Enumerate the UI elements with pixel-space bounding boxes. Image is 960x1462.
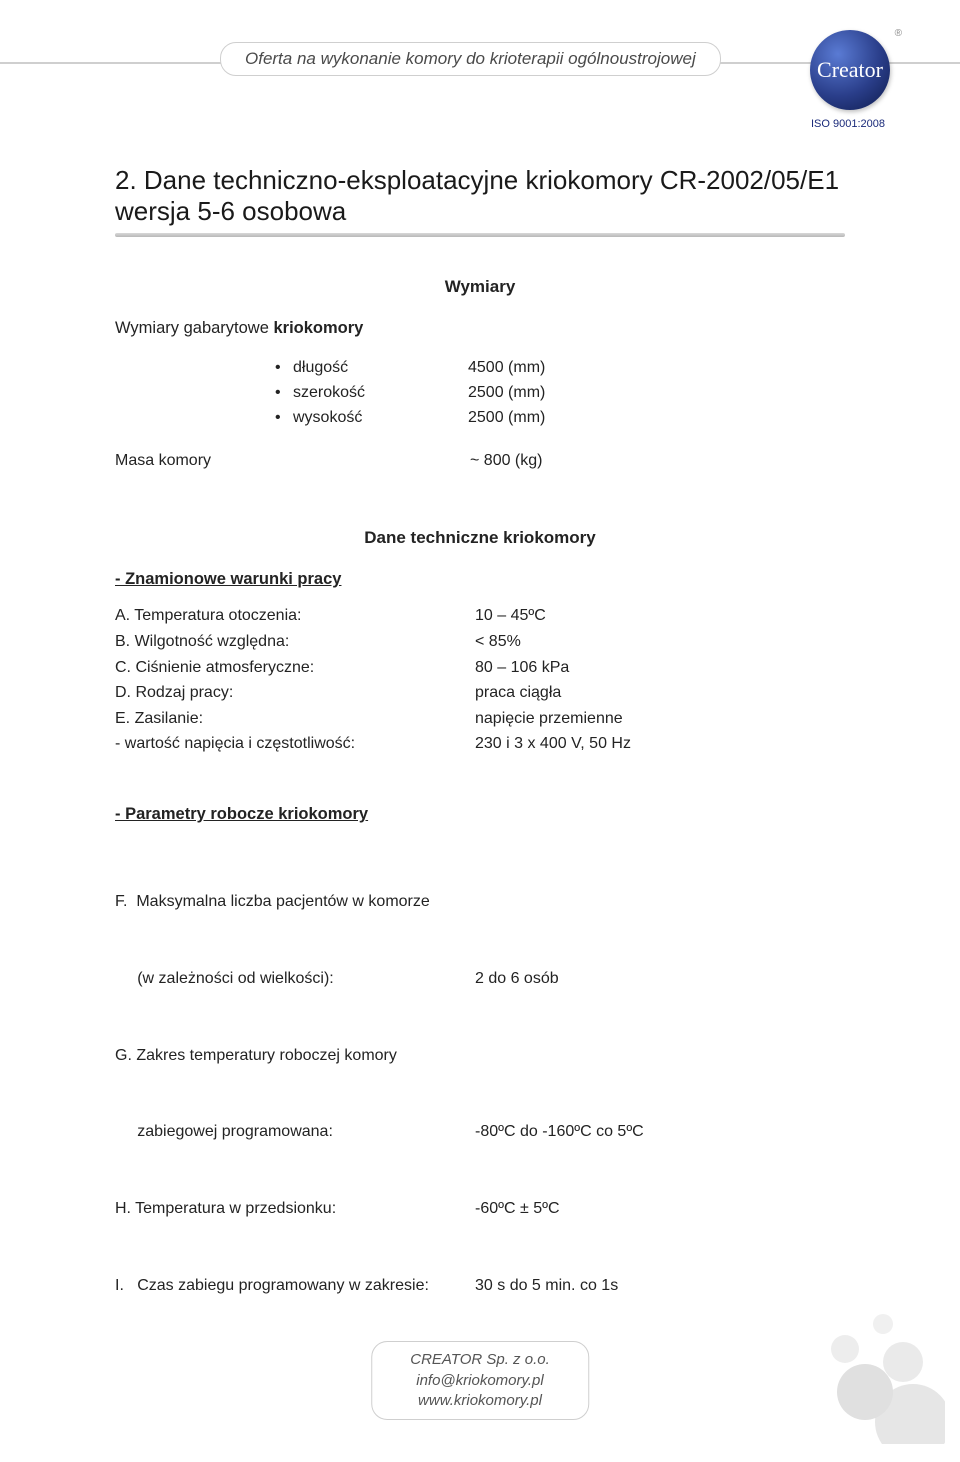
wymiary-label: szerokość (293, 381, 468, 406)
spec-label: H. Temperatura w przedsionku: (115, 1196, 475, 1222)
spec-section1-title: - Znamionowe warunki pracy (115, 570, 845, 589)
wymiary-intro-prefix: Wymiary gabarytowe (115, 319, 273, 337)
spec-value: -60ºC ± 5ºC (475, 1196, 560, 1222)
spec-row: E. Zasilanie:napięcie przemienne (115, 706, 845, 732)
spec-label: A. Temperatura otoczenia: (115, 603, 475, 629)
spec-label: C. Ciśnienie atmosferyczne: (115, 655, 475, 681)
spec-label: zabiegowej programowana: (115, 1119, 475, 1145)
footer-line3: www.kriokomory.pl (410, 1391, 550, 1411)
spec-value: praca ciągła (475, 680, 561, 706)
registered-mark: ® (895, 28, 902, 39)
header-tab: Oferta na wykonanie komory do krioterapi… (220, 42, 721, 76)
wymiary-row: • wysokość 2500 (mm) (275, 406, 845, 431)
page-title: 2. Dane techniczno-eksploatacyjne krioko… (115, 165, 845, 227)
wymiary-intro-bold: kriokomory (273, 319, 363, 337)
spec-list-2: F. Maksymalna liczba pacjentów w komorze… (115, 838, 845, 1350)
title-underline (115, 233, 845, 237)
footer-box: CREATOR Sp. z o.o. info@kriokomory.pl ww… (371, 1341, 589, 1420)
footer-line1: CREATOR Sp. z o.o. (410, 1350, 550, 1370)
wymiary-bullets: • długość 4500 (mm) • szerokość 2500 (mm… (275, 356, 845, 430)
spec-label: F. Maksymalna liczba pacjentów w komorze (115, 889, 475, 915)
spec-row: F. Maksymalna liczba pacjentów w komorze (115, 889, 845, 915)
wymiary-value: 2500 (mm) (468, 381, 545, 406)
logo: Creator (810, 30, 890, 110)
spec-row: G. Zakres temperatury roboczej komory (115, 1043, 845, 1069)
spec-list-1: A. Temperatura otoczenia:10 – 45ºC B. Wi… (115, 603, 845, 757)
spec-row: A. Temperatura otoczenia:10 – 45ºC (115, 603, 845, 629)
spec-value: 230 i 3 x 400 V, 50 Hz (475, 731, 631, 757)
spec-row: (w zależności od wielkości):2 do 6 osób (115, 966, 845, 992)
wymiary-row: • długość 4500 (mm) (275, 356, 845, 381)
spec-value: 2 do 6 osób (475, 966, 559, 992)
bullet-dot: • (275, 381, 293, 406)
wymiary-label: długość (293, 356, 468, 381)
spec-value: < 85% (475, 629, 521, 655)
spec-label: D. Rodzaj pracy: (115, 680, 475, 706)
spec-value: -80ºC do -160ºC co 5ºC (475, 1119, 644, 1145)
mass-value: ~ 800 (kg) (470, 452, 542, 470)
spec-section2-title: - Parametry robocze kriokomory (115, 805, 845, 824)
spec-row: I. Czas zabiegu programowany w zakresie:… (115, 1273, 845, 1299)
spec-value: napięcie przemienne (475, 706, 623, 732)
spec-row: B. Wilgotność względna:< 85% (115, 629, 845, 655)
spec-label: (w zależności od wielkości): (115, 966, 475, 992)
spec-label: G. Zakres temperatury roboczej komory (115, 1043, 475, 1069)
page-number: 9 (863, 1386, 872, 1404)
mass-label: Masa komory (115, 452, 470, 470)
spec-row: H. Temperatura w przedsionku:-60ºC ± 5ºC (115, 1196, 845, 1222)
spec-label: I. Czas zabiegu programowany w zakresie: (115, 1273, 475, 1299)
spec-label: E. Zasilanie: (115, 706, 475, 732)
wymiary-row: • szerokość 2500 (mm) (275, 381, 845, 406)
spec-label: B. Wilgotność względna: (115, 629, 475, 655)
content-area: 2. Dane techniczno-eksploatacyjne krioko… (115, 165, 845, 1350)
mass-row: Masa komory ~ 800 (kg) (115, 452, 845, 470)
spec-value: 30 s do 5 min. co 1s (475, 1273, 618, 1299)
spec-row: C. Ciśnienie atmosferyczne:80 – 106 kPa (115, 655, 845, 681)
iso-label: ISO 9001:2008 (811, 118, 885, 130)
wymiary-value: 2500 (mm) (468, 406, 545, 431)
wymiary-heading: Wymiary (115, 277, 845, 297)
wymiary-value: 4500 (mm) (468, 356, 545, 381)
spec-value: 10 – 45ºC (475, 603, 546, 629)
wymiary-intro: Wymiary gabarytowe kriokomory (115, 319, 845, 338)
header-tab-text: Oferta na wykonanie komory do krioterapi… (245, 49, 696, 68)
spec-label: - wartość napięcia i częstotliwość: (115, 731, 475, 757)
wymiary-label: wysokość (293, 406, 468, 431)
bullet-dot: • (275, 406, 293, 431)
footer-line2: info@kriokomory.pl (410, 1371, 550, 1391)
spec-row: D. Rodzaj pracy:praca ciągła (115, 680, 845, 706)
logo-text: Creator (817, 57, 883, 83)
spec-value: 80 – 106 kPa (475, 655, 569, 681)
spec-row: zabiegowej programowana:-80ºC do -160ºC … (115, 1119, 845, 1145)
bullet-dot: • (275, 356, 293, 381)
tech-heading: Dane techniczne kriokomory (115, 528, 845, 548)
spec-row: - wartość napięcia i częstotliwość:230 i… (115, 731, 845, 757)
